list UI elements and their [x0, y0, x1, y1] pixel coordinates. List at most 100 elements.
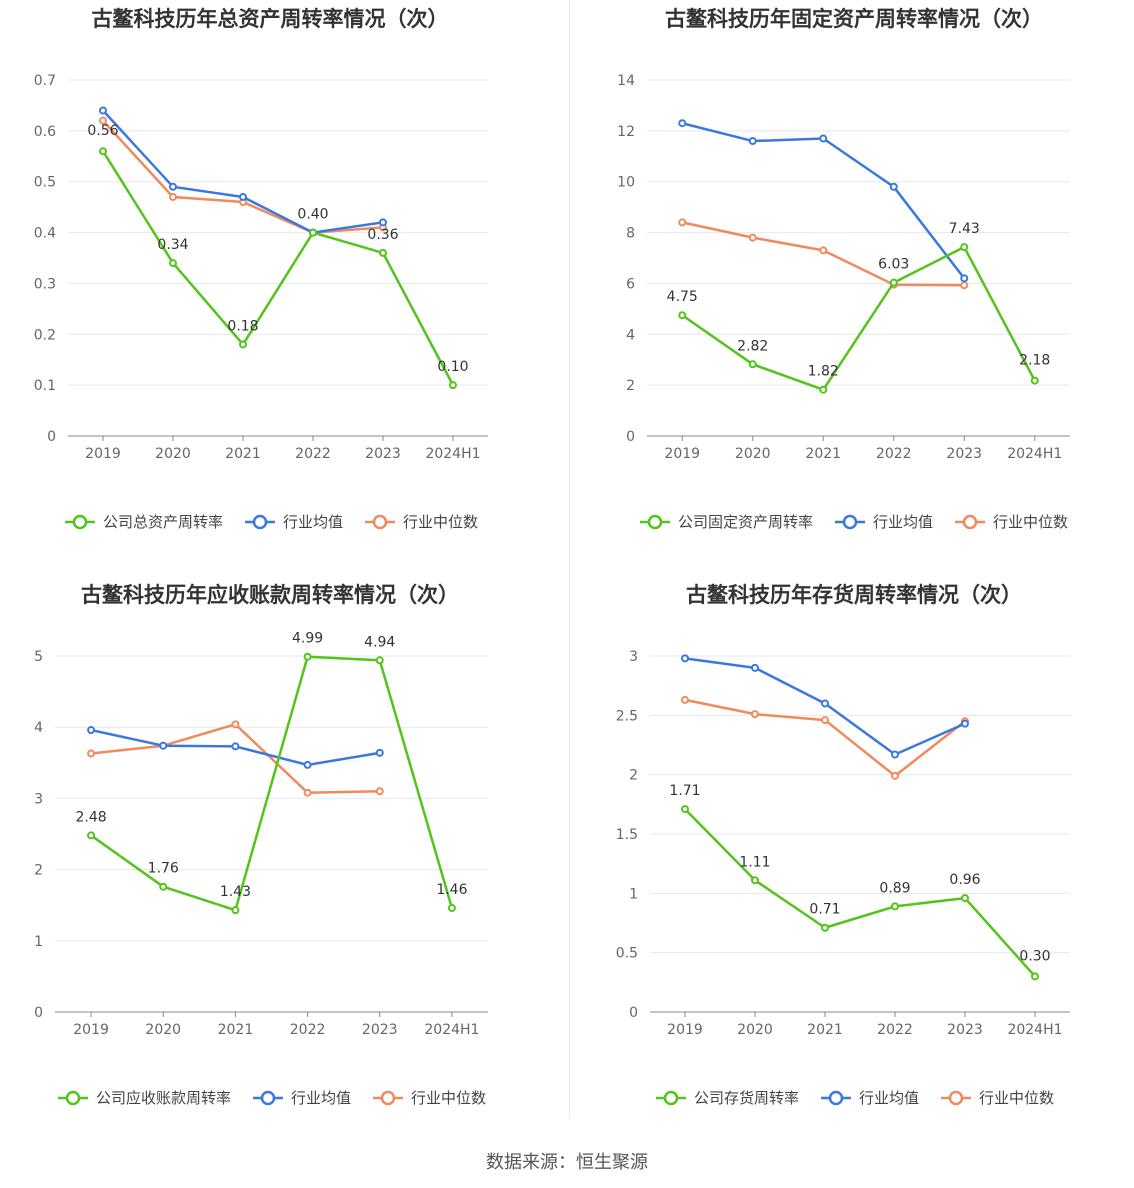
- chart-title: 古鳌科技历年存货周转率情况（次）: [686, 583, 1022, 607]
- series-line-company: [681, 245, 1036, 391]
- data-label: 2.18: [1019, 353, 1050, 369]
- chart-svg: 古鳌科技历年总资产周转率情况（次） 0 0.1 0.2 0.3 0.4 0.5 0.6 0.7 2…: [34, 7, 488, 531]
- legend-label: 公司存货周转率: [694, 1089, 799, 1107]
- data-label: 1.76: [148, 861, 179, 877]
- legend-item-average[interactable]: 行业均值: [253, 1089, 351, 1107]
- legend-item-average[interactable]: 行业均值: [245, 513, 343, 531]
- x-tick-label: 2020: [155, 446, 191, 462]
- legend-label: 公司总资产周转率: [103, 513, 223, 531]
- data-point-company: [239, 340, 247, 349]
- data-point-average: [889, 182, 898, 191]
- legend-item-company[interactable]: 公司存货周转率: [656, 1089, 799, 1107]
- data-point-average: [748, 137, 757, 146]
- data-point-company: [819, 385, 828, 394]
- x-tick-label: 2022: [877, 1022, 913, 1038]
- y-tick-label: 8: [626, 226, 635, 242]
- data-label: 1.11: [739, 854, 770, 870]
- data-label: 2.82: [737, 338, 768, 354]
- data-point-company: [751, 876, 759, 885]
- legend-marker: [260, 1090, 276, 1106]
- y-tick-label: 0.6: [34, 124, 56, 140]
- legend-item-median[interactable]: 行业中位数: [365, 513, 478, 531]
- legend-item-company[interactable]: 公司总资产周转率: [65, 513, 223, 531]
- data-label: 0.71: [809, 902, 840, 918]
- x-tick-label: 2022: [876, 446, 912, 462]
- legend-item-median[interactable]: 行业中位数: [955, 513, 1068, 531]
- x-tick-label: 2021: [218, 1022, 254, 1038]
- y-tick-label: 14: [617, 73, 635, 89]
- data-point-company: [87, 831, 96, 840]
- x-tick-label: 2021: [807, 1022, 843, 1038]
- legend-item-average[interactable]: 行业均值: [821, 1089, 919, 1107]
- y-tick-label: 0.1: [34, 378, 56, 394]
- y-tick-label: 4: [34, 720, 43, 736]
- legend-label: 行业中位数: [411, 1089, 486, 1107]
- legend-item-company[interactable]: 公司固定资产周转率: [640, 513, 813, 531]
- y-tick-label: 0.3: [34, 276, 56, 292]
- y-tick-label: 0: [34, 1005, 43, 1021]
- x-tick-label: 2023: [947, 1022, 983, 1038]
- data-label: 0.36: [367, 227, 398, 243]
- legend-marker: [72, 514, 88, 530]
- data-point-average: [303, 760, 312, 769]
- legend-item-company[interactable]: 公司应收账款周转率: [58, 1089, 231, 1107]
- series-line-company: [684, 808, 1036, 978]
- legend-marker: [647, 514, 663, 530]
- legend-marker: [948, 1090, 964, 1106]
- legend-label: 行业中位数: [993, 513, 1068, 531]
- y-tick-label: 0: [629, 1005, 638, 1021]
- data-label: 1.82: [808, 364, 839, 380]
- y-tick-label: 12: [617, 124, 635, 140]
- legend-label: 行业均值: [283, 513, 343, 531]
- y-tick-label: 4: [626, 327, 635, 343]
- data-label: 2.48: [75, 809, 106, 825]
- data-point-company: [99, 147, 107, 156]
- legend-label: 行业均值: [873, 513, 933, 531]
- legend-label: 公司固定资产周转率: [678, 513, 813, 531]
- data-point-average: [169, 182, 177, 191]
- data-point-median: [681, 695, 689, 704]
- data-point-median: [99, 116, 107, 125]
- data-point-median: [748, 233, 757, 242]
- data-point-median: [821, 716, 829, 725]
- chart-svg: 古鳌科技历年存货周转率情况（次） 0 0.5 1 1.5 2 2.5 3 2019 2020 202…: [616, 583, 1070, 1107]
- data-point-median: [303, 788, 312, 797]
- data-label: 6.03: [878, 257, 909, 273]
- x-tick-label: 2021: [805, 446, 841, 462]
- x-tick-label: 2019: [73, 1022, 109, 1038]
- data-label: 0.10: [437, 359, 468, 375]
- data-point-average: [87, 726, 96, 735]
- inventory-turnover-chart: 古鳌科技历年存货周转率情况（次） 0 0.5 1 1.5 2 2.5 3 2019 2020 202…: [567, 576, 1134, 1152]
- x-tick-label: 2019: [85, 446, 121, 462]
- legend-item-median[interactable]: 行业中位数: [373, 1089, 486, 1107]
- data-label: 0.56: [87, 123, 118, 139]
- y-tick-label: 0.5: [34, 175, 56, 191]
- chart-title: 古鳌科技历年固定资产周转率情况（次）: [665, 7, 1043, 31]
- legend-marker: [962, 514, 978, 530]
- data-point-company: [960, 243, 969, 252]
- legend-marker: [842, 514, 858, 530]
- legend-label: 行业中位数: [979, 1089, 1054, 1107]
- data-point-average: [819, 134, 828, 143]
- x-tick-label: 2024H1: [1007, 1022, 1062, 1038]
- data-label: 1.71: [669, 783, 700, 799]
- data-label: 0.18: [227, 318, 258, 334]
- x-tick-label: 2022: [290, 1022, 326, 1038]
- chart-svg: 古鳌科技历年应收账款周转率情况（次） 0 1 2 3 4 5 2019 2020 2021 2022…: [34, 583, 488, 1107]
- legend-item-average[interactable]: 行业均值: [835, 513, 933, 531]
- series-line-median: [90, 723, 380, 794]
- y-tick-label: 1: [34, 934, 43, 950]
- legend-label: 行业均值: [859, 1089, 919, 1107]
- y-tick-label: 2: [626, 378, 635, 394]
- data-point-average: [239, 192, 247, 201]
- data-point-company: [891, 902, 899, 911]
- data-label: 4.94: [364, 634, 395, 650]
- chart-svg: 古鳌科技历年固定资产周转率情况（次） 0 2 4 6 8 10 12 14 2019 2020 202…: [617, 7, 1070, 531]
- x-tick-label: 2021: [225, 446, 261, 462]
- legend-marker: [663, 1090, 679, 1106]
- x-tick-label: 2023: [362, 1022, 398, 1038]
- x-tick-label: 2024H1: [1007, 446, 1062, 462]
- y-tick-label: 1.5: [616, 827, 638, 843]
- data-point-median: [751, 710, 759, 719]
- legend-item-median[interactable]: 行业中位数: [941, 1089, 1054, 1107]
